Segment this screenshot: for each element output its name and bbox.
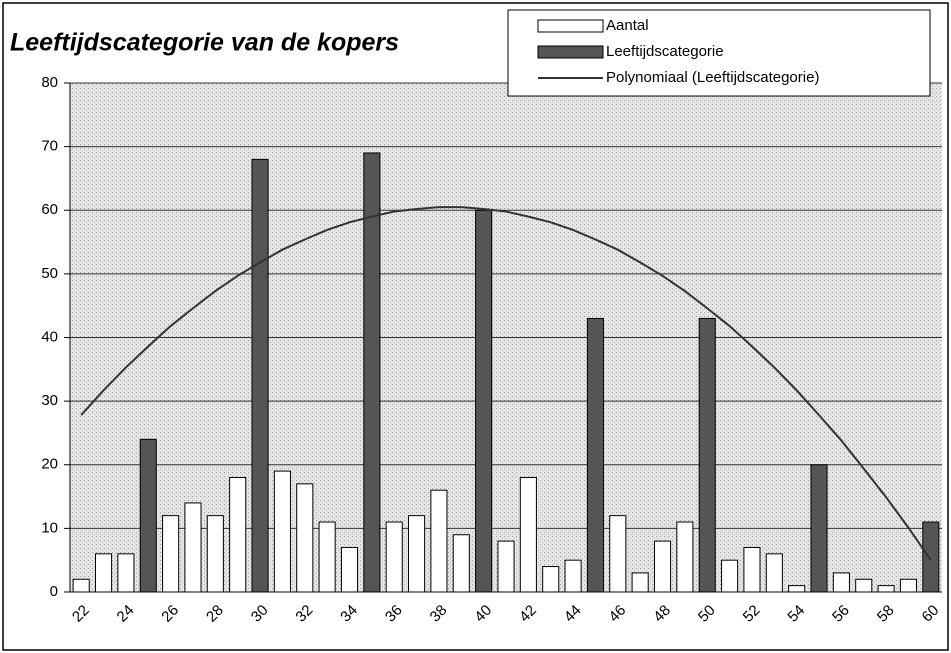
bar [117,553,135,593]
bar [475,209,493,593]
y-tick-label: 70 [41,138,58,155]
legend-swatch [537,45,604,59]
bar [788,585,806,593]
bar [899,578,918,593]
y-tick-label: 60 [41,201,58,218]
bar [564,559,582,593]
bar [810,464,828,593]
bar [721,559,739,593]
bar [318,521,336,593]
y-tick-label: 10 [41,519,58,536]
bar [698,317,716,593]
bar [94,553,113,593]
chart-title: Leeftijdscategorie van de kopers [10,29,399,57]
bar [363,152,381,593]
legend-label: Aantal [606,17,649,34]
bar [206,515,224,593]
bar [832,572,850,593]
bar [184,502,202,593]
bar [385,521,403,593]
bar [251,158,269,593]
bar [139,438,157,593]
y-tick-label: 30 [41,392,58,409]
bar [452,534,470,593]
bar [519,476,537,593]
y-tick-label: 50 [41,265,58,282]
bar [631,572,649,593]
bar [676,521,694,593]
bar [430,489,448,593]
y-tick-label: 0 [50,583,58,600]
bar [765,553,783,593]
legend-swatch [537,19,604,33]
y-tick-label: 40 [41,328,58,345]
legend-label: Polynomiaal (Leeftijdscategorie) [606,69,819,86]
legend-label: Leeftijdscategorie [606,43,724,60]
bar [162,515,180,593]
bar [340,546,359,593]
bar [855,578,873,593]
bar [296,483,314,593]
bar [877,585,895,593]
bar [273,470,291,593]
bar [542,566,560,593]
y-tick-label: 80 [41,74,58,91]
trend-line [80,206,932,561]
bar [586,317,604,593]
bar [609,515,627,593]
y-tick-label: 20 [41,456,58,473]
bar [653,540,672,593]
bar [72,578,90,593]
bar [743,546,761,593]
bar [497,540,515,593]
bar [922,521,940,593]
bar [408,515,426,593]
bar [229,476,247,593]
